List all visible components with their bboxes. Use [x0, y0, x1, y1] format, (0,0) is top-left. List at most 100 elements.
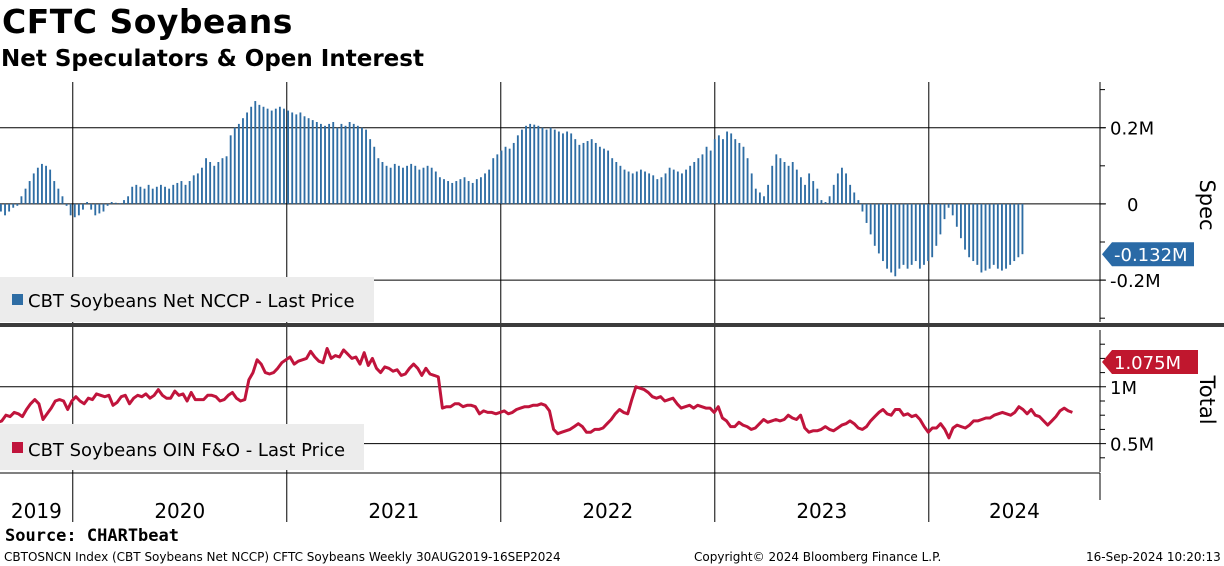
spec-bar	[389, 167, 392, 204]
spec-bar	[155, 186, 158, 204]
spec-bar	[705, 146, 708, 204]
spec-bar	[619, 165, 622, 204]
spec-bar	[734, 139, 737, 204]
spec-bar	[795, 169, 798, 204]
spec-bar	[168, 188, 171, 204]
spec-bar	[381, 162, 384, 204]
spec-last-value: -0.132M	[1114, 245, 1188, 266]
spec-bar	[681, 173, 683, 204]
spec-bar	[668, 167, 671, 204]
spec-bar	[344, 125, 347, 204]
spec-bar	[270, 110, 273, 204]
spec-bar	[590, 139, 593, 204]
spec-bar	[123, 200, 125, 204]
spec-bar	[910, 203, 913, 265]
spec-bar	[512, 142, 515, 204]
x-year-label: 2019	[11, 499, 62, 523]
spec-bar	[438, 177, 441, 204]
spec-bar	[980, 203, 983, 273]
spec-bar	[738, 142, 741, 204]
spec-bar	[996, 203, 999, 269]
spec-bar	[16, 203, 19, 206]
spec-bar	[299, 112, 302, 204]
spec-bar	[935, 203, 938, 246]
spec-bar	[500, 150, 503, 204]
spec-bar	[397, 165, 400, 204]
spec-bar	[984, 203, 987, 271]
spec-bar	[582, 142, 585, 204]
spec-bar	[402, 167, 404, 204]
spec-bar	[196, 173, 199, 204]
spec-bar	[61, 196, 64, 204]
x-year-label: 2022	[582, 499, 633, 523]
spec-bar	[262, 106, 265, 204]
spec-bar	[959, 203, 962, 239]
spec-bar	[976, 203, 979, 265]
spec-bar	[877, 203, 880, 254]
spec-bar	[836, 173, 839, 204]
top-ytick-label: 0	[1127, 195, 1138, 216]
spec-bar	[890, 203, 893, 273]
spec-bar	[865, 203, 868, 223]
spec-bar	[307, 118, 310, 204]
spec-bar	[549, 127, 552, 204]
spec-bar	[533, 124, 536, 204]
spec-bar	[135, 184, 138, 204]
spec-bar	[939, 203, 942, 235]
spec-bar	[65, 203, 68, 206]
spec-bar	[672, 169, 675, 204]
top-panel-grid	[0, 82, 1106, 522]
spec-bar	[660, 177, 663, 204]
spec-bar	[964, 203, 966, 250]
spec-bar	[118, 203, 121, 204]
spec-bar	[639, 169, 642, 204]
spec-bar	[274, 108, 277, 204]
spec-bar	[340, 123, 343, 204]
spec-bar	[213, 165, 216, 204]
spec-bar	[562, 133, 564, 204]
spec-bar	[615, 162, 618, 204]
spec-bar	[906, 203, 909, 269]
spec-bar	[488, 169, 491, 204]
spec-bar	[553, 129, 556, 204]
spec-bar	[324, 125, 326, 204]
top-ytick-label: 0.2M	[1110, 119, 1154, 140]
spec-bar	[763, 196, 765, 204]
spec-bar	[205, 158, 207, 204]
spec-bar	[484, 173, 486, 204]
spec-bar	[525, 125, 527, 204]
spec-bar	[828, 196, 831, 204]
spec-bar	[319, 123, 322, 204]
spec-bar	[918, 203, 921, 269]
legend-oi-swatch	[12, 442, 23, 453]
spec-bar	[873, 203, 876, 246]
spec-bar	[348, 122, 351, 204]
spec-bar	[508, 148, 511, 204]
spec-bar	[315, 122, 318, 204]
x-year-label: 2024	[989, 499, 1040, 523]
spec-bar	[631, 173, 634, 204]
spec-bar	[221, 158, 224, 204]
spec-bar	[455, 181, 458, 204]
spec-bar	[783, 162, 786, 204]
spec-bar	[923, 203, 925, 265]
spec-bar	[1021, 203, 1024, 255]
spec-bar	[143, 188, 146, 204]
oi-last-value: 1.075M	[1114, 353, 1181, 374]
spec-bar	[779, 158, 782, 204]
spec-bar	[8, 203, 11, 212]
spec-bar	[94, 203, 97, 216]
spec-bar	[496, 154, 499, 204]
spec-bar	[188, 181, 191, 204]
spec-bar	[106, 203, 109, 206]
spec-bar	[545, 129, 548, 204]
spec-bar	[570, 133, 573, 204]
spec-bar	[1005, 203, 1007, 269]
spec-bar	[914, 203, 917, 262]
spec-bar	[369, 139, 372, 204]
spec-bar	[845, 173, 847, 204]
spec-bar	[69, 203, 72, 216]
spec-bar	[114, 202, 117, 204]
chart-svg: 0.2M 0 -0.2M 1M 0.5M CBT Soybeans Net NCCP …	[0, 82, 1224, 523]
legend-oi: CBT Soybeans OIN F&O - Last Price	[0, 424, 364, 470]
